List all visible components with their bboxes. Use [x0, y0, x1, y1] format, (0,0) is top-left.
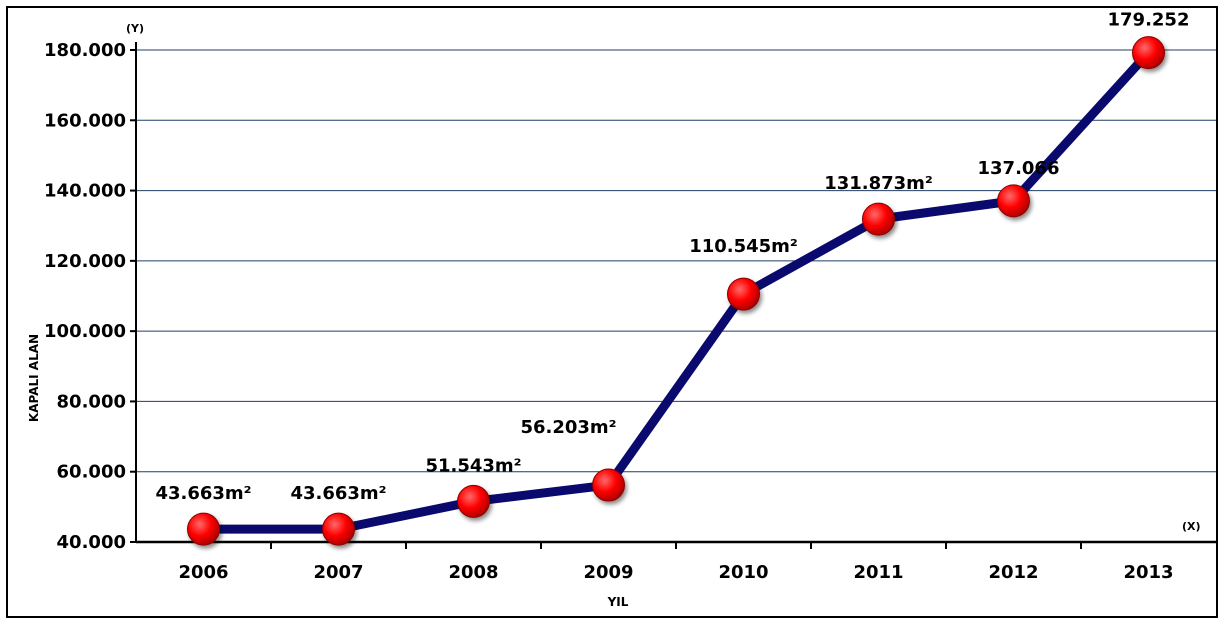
data-label: 43.663m² — [155, 483, 251, 504]
x-tick-label: 2007 — [313, 562, 363, 583]
y-axis-title: KAPALI ALAN — [27, 334, 41, 422]
data-label: 56.203m² — [520, 417, 616, 438]
data-point — [322, 512, 355, 546]
data-point — [457, 484, 490, 518]
data-labels: 43.663m² 43.663m² 51.543m² 56.203m² 110.545m… — [155, 10, 1189, 504]
y-tick-label: 140.000 — [44, 181, 126, 202]
data-label: 137.066 — [978, 158, 1060, 179]
x-tick-label: 2010 — [718, 562, 768, 583]
x-tick-label: 2009 — [583, 562, 633, 583]
grid-lines — [136, 49, 1216, 473]
data-label: 51.543m² — [425, 455, 521, 476]
data-point — [997, 184, 1030, 218]
data-point — [1132, 36, 1165, 70]
series-polyline — [199, 48, 1153, 534]
axes: 40.000 60.000 80.000 100.000 120.000 140.000 1… — [44, 40, 1216, 583]
data-label: 110.545m² — [689, 236, 798, 257]
x-axis-title: YIL — [607, 595, 629, 609]
y-tick-label: 80.000 — [57, 391, 126, 412]
line-chart: 40.000 60.000 80.000 100.000 120.000 140.000 1… — [27, 10, 1216, 609]
y-tick-label: 180.000 — [44, 40, 126, 61]
data-point — [187, 512, 220, 546]
data-label: 179.252 — [1108, 10, 1190, 31]
x-tick-label: 2013 — [1123, 562, 1173, 583]
x-axis-marker: (X) — [1182, 520, 1201, 533]
y-tick-label: 40.000 — [57, 532, 126, 553]
y-tick-label: 160.000 — [44, 110, 126, 131]
data-point — [727, 277, 760, 311]
data-point — [592, 468, 625, 502]
x-tick-label: 2012 — [988, 562, 1038, 583]
chart-frame: 40.000 60.000 80.000 100.000 120.000 140.000 1… — [6, 6, 1218, 618]
x-tick-label: 2011 — [853, 562, 903, 583]
y-tick-label: 100.000 — [44, 321, 126, 342]
y-axis-marker: (Y) — [126, 22, 144, 35]
data-label: 131.873m² — [824, 173, 933, 194]
y-tick-label: 60.000 — [57, 462, 126, 483]
data-label: 43.663m² — [290, 483, 386, 504]
data-point — [862, 202, 895, 236]
x-tick-label: 2006 — [178, 562, 228, 583]
series-line — [199, 48, 1153, 534]
y-tick-label: 120.000 — [44, 251, 126, 272]
x-tick-label: 2008 — [448, 562, 498, 583]
data-points — [187, 36, 1165, 546]
